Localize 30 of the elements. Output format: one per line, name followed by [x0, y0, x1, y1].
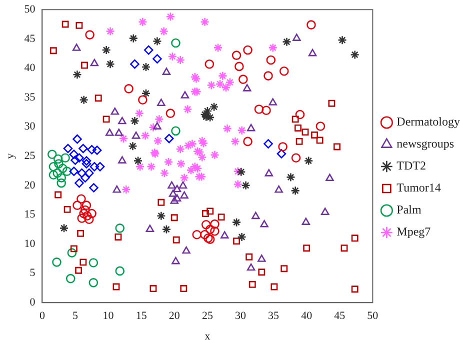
x-axis-title: x: [204, 330, 211, 342]
legend-label: Tumor14: [396, 180, 441, 195]
legend-label: newsgroups: [396, 136, 454, 151]
x-tick-label: 35: [268, 310, 280, 322]
x-tick-label: 40: [301, 310, 313, 322]
x-tick-label: 0: [39, 310, 46, 322]
legend-label: Palm: [396, 202, 422, 217]
y-tick-label: 5: [30, 267, 36, 280]
x-tick-label: 5: [72, 310, 78, 322]
x-tick-label: 10: [102, 310, 114, 322]
legend-label: Dermatology: [396, 114, 460, 129]
legend-label: TDT2: [396, 158, 426, 173]
y-tick-label: 40: [24, 62, 36, 74]
y-tick-label: 45: [24, 32, 36, 45]
y-tick-label: 25: [24, 150, 36, 162]
y-tick-label: 10: [24, 238, 36, 250]
x-tick-label: 30: [234, 310, 246, 322]
y-tick-label: 0: [30, 296, 36, 308]
y-axis-title: y: [4, 152, 16, 159]
x-tick-label: 15: [136, 310, 148, 322]
y-tick-label: 15: [24, 208, 36, 221]
y-tick-label: 35: [24, 91, 36, 104]
x-tick-label: 50: [367, 310, 379, 322]
legend-label: Mpeg7: [396, 224, 431, 239]
x-tick-label: 45: [334, 310, 346, 322]
y-tick-label: 30: [24, 120, 36, 133]
y-tick-label: 20: [24, 179, 36, 192]
x-tick-label: 20: [168, 310, 180, 322]
y-tick-label: 50: [24, 3, 36, 16]
x-tick-label: 25: [202, 310, 214, 322]
